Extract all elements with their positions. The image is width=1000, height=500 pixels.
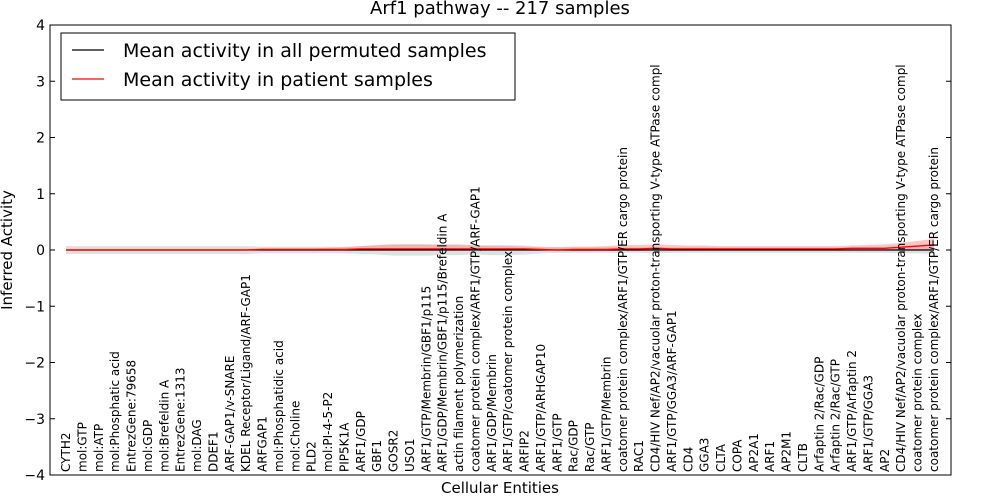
y-tick-label-4: 0 — [36, 243, 45, 259]
entity-label-21: USO1 — [403, 439, 417, 472]
entity-label-16: mol:PI-4-5-P2 — [321, 392, 335, 472]
y-tick-label-0: −4 — [24, 468, 45, 484]
entity-label-30: ARF1/GTP — [550, 413, 564, 472]
legend-label-1: Mean activity in patient samples — [123, 69, 433, 91]
chart-title: Arf1 pathway -- 217 samples — [370, 0, 630, 19]
y-tick-label-5: 1 — [36, 187, 45, 203]
confidence-bands — [66, 238, 934, 256]
entity-label-26: ARF1/GDP/Membrin — [485, 354, 499, 472]
entity-label-10: ARF-GAP1/v-SNARE — [223, 356, 237, 472]
entity-label-9: DDEF1 — [206, 431, 220, 472]
entity-label-46: Arfaptin 2/Rac/GDP — [812, 357, 826, 472]
entity-label-41: COPA — [730, 439, 744, 472]
series-line-1 — [66, 244, 935, 251]
legend-box — [60, 32, 516, 101]
entity-label-42: AP2A1 — [747, 433, 761, 472]
entity-label-29: ARF1/GTP/ARHGAP10 — [534, 344, 548, 472]
entity-label-23: ARF1/GDP/Membrin/GBF1/p115/Brefeldin A — [436, 213, 450, 472]
entity-label-17: PIP5K1A — [337, 422, 351, 472]
entity-label-8: mol:DAG — [190, 419, 204, 472]
series-lines — [66, 244, 935, 251]
entity-label-36: CD4/HIV Nef/AP2/vacuolar proton-transpor… — [649, 64, 663, 472]
entity-label-4: EntrezGene:79658 — [125, 360, 139, 472]
entity-label-52: coatomer protein complex — [911, 314, 925, 472]
y-axis-title: Inferred Activity — [0, 190, 16, 310]
entity-label-38: CD4 — [681, 447, 695, 472]
entity-label-33: ARF1/GTP/Membrin — [599, 356, 613, 472]
entity-label-31: Rac/GDP — [567, 420, 581, 472]
x-axis-title: Cellular Entities — [441, 479, 559, 497]
y-axis: −4 −3 −2 −1 0 1 2 3 4 — [24, 18, 951, 484]
y-tick-label-1: −3 — [24, 412, 45, 428]
entity-label-1: mol:GTP — [75, 422, 89, 472]
entity-label-12: ARFGAP1 — [256, 416, 270, 472]
entity-label-0: CYTH2 — [59, 433, 73, 473]
entity-label-7: EntrezGene:1313 — [174, 368, 188, 473]
y-tick-label-7: 3 — [36, 74, 45, 90]
y-tick-label-8: 4 — [36, 18, 45, 34]
entity-label-6: mol:Brefeldin A — [157, 379, 171, 472]
entity-label-40: CLTA — [714, 443, 728, 472]
entity-label-51: CD4/HIV Nef/AP2/vacuolar proton-transpor… — [894, 64, 908, 472]
entity-label-39: GGA3 — [698, 438, 712, 472]
entity-label-44: AP2M1 — [780, 431, 794, 472]
entity-label-14: mol:Choline — [288, 401, 302, 472]
legend: Mean activity in all permuted samples Mea… — [60, 32, 516, 101]
entity-label-19: GBF1 — [370, 440, 384, 472]
entity-label-15: PLD2 — [305, 441, 319, 472]
entity-label-50: AP2 — [878, 449, 892, 472]
entity-label-5: mol:GDP — [141, 420, 155, 472]
entity-label-18: ARF1/GDP — [354, 411, 368, 472]
entity-label-22: ARF1/GTP/Membrin/GBF1/p115 — [419, 286, 433, 472]
entity-label-43: ARF1 — [763, 441, 777, 472]
entity-label-37: ARF1/GTP/GGA3/ARF-GAP1 — [665, 310, 679, 472]
entity-label-49: ARF1/GTP/GGA3 — [861, 375, 875, 472]
entity-label-3: mol:Phosphatic acid — [108, 351, 122, 472]
entity-label-35: RAC1 — [632, 440, 646, 472]
y-tick-label-6: 2 — [36, 131, 45, 147]
entity-label-24: actin filament polymerization — [452, 296, 466, 472]
entity-labels: CYTH2 mol:GTP mol:ATP mol:Phosphatic acid En… — [59, 64, 941, 472]
entity-label-45: CLTB — [796, 443, 810, 472]
y-tick-label-2: −2 — [24, 356, 45, 372]
band-1 — [66, 238, 934, 252]
legend-label-0: Mean activity in all permuted samples — [123, 40, 486, 62]
entity-label-11: KDEL Receptor/Ligand/ARF-GAP1 — [239, 274, 253, 472]
entity-label-34: coatomer protein complex/ARF1/GTP/ER car… — [616, 147, 630, 472]
entity-label-13: mol:Phosphatidic acid — [272, 340, 286, 472]
entity-label-25: coatomer protein complex/ARF1/GTP/ARF-GA… — [468, 186, 482, 472]
entity-label-20: GOSR2 — [387, 430, 401, 472]
entity-label-2: mol:ATP — [92, 424, 106, 472]
entity-label-53: coatomer protein complex/ARF1/GTP/ER car… — [927, 147, 941, 472]
entity-label-32: Rac/GTP — [583, 422, 597, 472]
entity-label-48: ARF1/GTP/Arfaptin 2 — [845, 350, 859, 472]
entity-label-28: ARFIP2 — [518, 430, 532, 472]
y-tick-label-3: −1 — [24, 299, 45, 315]
entity-label-47: Arfaptin 2/Rac/GTP — [829, 359, 843, 472]
entity-label-27: ARF1/GTP/coatomer protein complex — [501, 251, 515, 472]
